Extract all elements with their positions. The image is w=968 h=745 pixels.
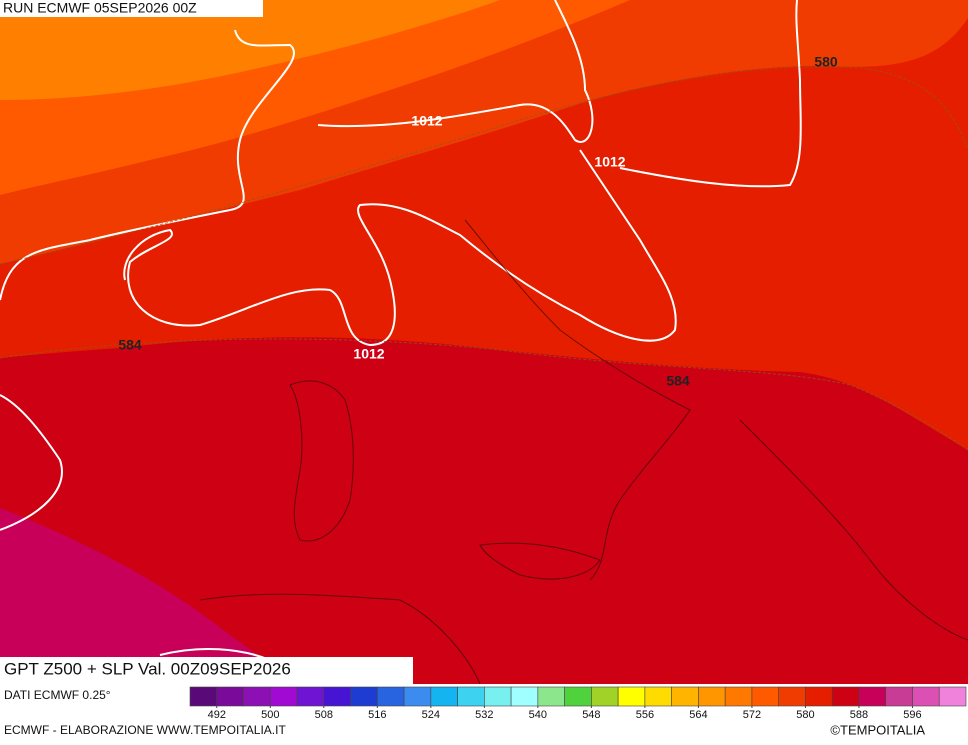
colorbar-swatch xyxy=(484,686,512,707)
isobars xyxy=(0,0,802,661)
coastline xyxy=(479,542,601,580)
colorbar-swatch xyxy=(698,686,726,707)
colorbar-tick-label: 556 xyxy=(636,709,654,721)
colorbar-swatch xyxy=(751,686,779,707)
colorbar-swatch xyxy=(323,686,351,707)
coastline xyxy=(464,219,691,581)
source-label: DATI ECMWF 0.25° xyxy=(4,688,111,702)
run-box xyxy=(0,0,263,17)
colorbar-tick-label: 572 xyxy=(743,709,761,721)
colorbar-tick-label: 532 xyxy=(475,709,493,721)
colorbar-swatch xyxy=(403,686,432,707)
colorbar-swatch xyxy=(805,686,833,707)
colorbar-swatch xyxy=(858,686,887,707)
contour xyxy=(0,66,968,265)
colorbar-swatch xyxy=(778,686,806,707)
colorbar-tick-label: 580 xyxy=(796,709,814,721)
contour-label: 1012 xyxy=(353,346,384,362)
isobar xyxy=(0,394,63,531)
colorbar-swatch xyxy=(912,686,940,707)
map-title: GPT Z500 + SLP Val. 00Z09SEP2026 xyxy=(4,659,291,678)
colorbar-swatch xyxy=(591,686,619,707)
colorbar-swatch xyxy=(430,686,458,707)
run-label: RUN ECMWF 05SEP2026 00Z xyxy=(3,0,197,16)
isobar xyxy=(0,29,295,301)
colorbar-tick-label: 524 xyxy=(422,709,440,721)
contour-label: 580 xyxy=(814,54,838,70)
colorbar-tick-label: 588 xyxy=(850,709,868,721)
colorbar-tick-label: 508 xyxy=(315,709,333,721)
colorbar-tick-label: 548 xyxy=(582,709,600,721)
colorbar-tick-label: 596 xyxy=(903,709,921,721)
isobar xyxy=(159,648,271,661)
band-588-592 xyxy=(0,508,300,684)
colorbar-tick-label: 564 xyxy=(689,709,707,721)
coastline xyxy=(199,593,481,685)
colorbar-swatch xyxy=(671,686,699,707)
colorbar-tick-label: 540 xyxy=(529,709,547,721)
band-568-572 xyxy=(0,0,500,100)
colorbar-swatch xyxy=(216,686,244,707)
colorbar-swatch xyxy=(189,686,218,707)
colorbar-swatch xyxy=(617,686,646,707)
isobar xyxy=(123,149,677,347)
colorbar-swatch xyxy=(885,686,913,707)
colorbar-tick-label: 500 xyxy=(261,709,279,721)
colorbar-swatch xyxy=(296,686,325,707)
colorbar-swatch xyxy=(724,686,753,707)
colorbar-swatch xyxy=(269,686,298,707)
credit-label: ECMWF - ELABORAZIONE WWW.TEMPOITALIA.IT xyxy=(4,723,286,737)
colorbar-swatch xyxy=(644,686,672,707)
borders xyxy=(199,219,968,685)
colorbar-swatch xyxy=(510,686,539,707)
contour-label: 1012 xyxy=(411,113,442,129)
colorbar: 492 500 508 516 524 532 540 548 556 564 572 580 588 5… xyxy=(189,686,967,721)
colorbar-swatch xyxy=(537,686,565,707)
contour-labels: 1012 1012 1012 580 584 584 xyxy=(118,54,838,389)
coastline xyxy=(289,380,354,542)
isobar xyxy=(317,0,594,143)
isobar xyxy=(619,0,802,188)
contour-label: 584 xyxy=(118,337,142,353)
colorbar-tick-label: 492 xyxy=(208,709,226,721)
colorbar-swatch xyxy=(377,686,405,707)
contour-label: 584 xyxy=(666,373,690,389)
geopotential-contours xyxy=(0,66,968,451)
colorbar-swatch xyxy=(243,686,271,707)
coastline xyxy=(739,419,968,641)
colorbar-swatch xyxy=(938,686,967,707)
colorbar-swatch xyxy=(564,686,592,707)
contour xyxy=(0,338,968,451)
colorbar-swatch xyxy=(457,686,485,707)
copyright-label: ©TEMPOITALIA xyxy=(830,722,925,737)
colorbar-tick-label: 516 xyxy=(368,709,386,721)
contour-label: 1012 xyxy=(594,154,625,170)
map: 1012 1012 1012 580 584 584 xyxy=(0,0,968,685)
colorbar-swatch xyxy=(350,686,378,707)
colorbar-swatch xyxy=(831,686,860,707)
title-box xyxy=(0,657,413,684)
